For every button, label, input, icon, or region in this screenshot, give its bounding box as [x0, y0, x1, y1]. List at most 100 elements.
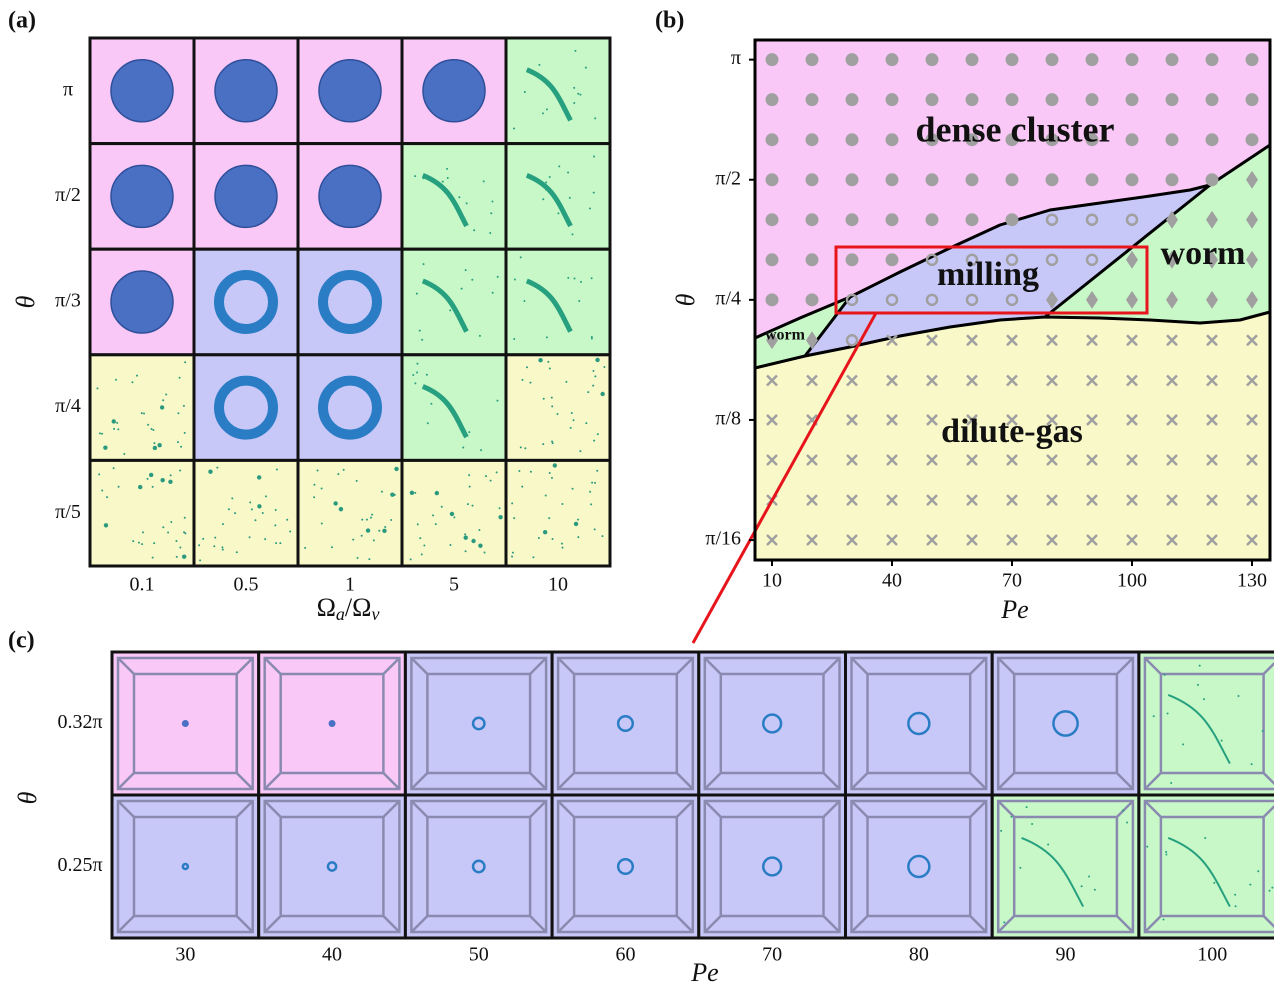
column-label: 0.1 [130, 574, 155, 596]
particle [1165, 853, 1167, 855]
label-part: a [336, 604, 345, 624]
point [846, 253, 859, 266]
particle [394, 467, 398, 471]
particle [216, 467, 218, 469]
point [1166, 133, 1179, 146]
cell-bg [90, 355, 194, 461]
x-tick-label: 100 [1117, 570, 1147, 592]
particle [471, 539, 475, 543]
row-label: π/2 [55, 184, 81, 206]
y-tick-label: π/8 [715, 408, 741, 430]
column-label: 1 [345, 574, 355, 596]
particle [1182, 743, 1184, 745]
particle [118, 486, 120, 488]
particle [478, 544, 482, 548]
point [966, 53, 979, 66]
cell-bg [506, 144, 610, 250]
phase-cell [506, 249, 610, 355]
particle [1000, 830, 1002, 832]
column-label: 70 [762, 944, 782, 966]
particle [1003, 921, 1005, 923]
particle [371, 514, 373, 516]
cluster [319, 60, 381, 122]
particle [467, 503, 469, 505]
particle [414, 175, 416, 177]
point [1086, 93, 1099, 106]
phase-cell [259, 652, 406, 795]
particle [1262, 730, 1264, 732]
phase-cell [402, 38, 506, 144]
phase-cell [298, 144, 402, 250]
point [846, 173, 859, 186]
particle [543, 398, 545, 400]
particle [99, 432, 101, 434]
point [926, 93, 939, 106]
point [1046, 53, 1059, 66]
particle [1221, 740, 1223, 742]
particle [1197, 684, 1199, 686]
particle [321, 488, 323, 490]
point [1126, 133, 1139, 146]
particle [170, 474, 172, 476]
point [766, 53, 779, 66]
panel-label: (b) [655, 8, 684, 34]
particle [304, 547, 306, 549]
particle [317, 469, 319, 471]
phase-cell [259, 795, 406, 938]
particle [331, 546, 333, 548]
particle [524, 447, 526, 449]
phase-cell [405, 795, 552, 938]
phase-cell [402, 249, 506, 355]
point [766, 93, 779, 106]
row-label: 0.32π [57, 711, 102, 733]
particle [499, 507, 501, 509]
row-label: π/5 [55, 501, 81, 523]
particle [179, 546, 181, 548]
particle [579, 450, 581, 452]
phase-cell [699, 795, 846, 938]
particle [532, 556, 534, 558]
point [1126, 173, 1139, 186]
point [1206, 173, 1219, 186]
cluster [111, 60, 173, 122]
particle [183, 405, 185, 407]
cell-bg [506, 249, 610, 355]
phase-cell [112, 652, 259, 795]
particle [165, 393, 167, 395]
phase-cell [90, 38, 194, 144]
particle [594, 375, 596, 377]
particle [1088, 876, 1090, 878]
cluster-dot [182, 720, 189, 727]
cluster [111, 165, 173, 227]
particle [382, 529, 386, 533]
particle [468, 431, 470, 433]
particle [1146, 846, 1148, 848]
particle [176, 556, 178, 558]
x-tick-label: 40 [882, 570, 902, 592]
particle [410, 558, 412, 560]
figure: dense cluster milling worm worm dilute-g… [0, 0, 1274, 988]
region-label: dense cluster [916, 109, 1115, 149]
phase-cell [846, 652, 993, 795]
particle [521, 379, 523, 381]
cell-bg [194, 249, 298, 355]
particle [410, 491, 414, 495]
particle [184, 532, 186, 534]
particle [101, 433, 103, 435]
particle [593, 440, 595, 442]
cluster [319, 165, 381, 227]
particle [472, 505, 474, 507]
point [806, 173, 819, 186]
phase-cell [699, 652, 846, 795]
particle [590, 503, 592, 505]
particle [138, 485, 142, 489]
point [966, 93, 979, 106]
y-tick-label: π/2 [715, 167, 741, 189]
x-axis-label: Ωa/Ωv [317, 593, 380, 624]
particle [435, 523, 437, 525]
column-label: 10 [548, 574, 568, 596]
cluster [215, 165, 277, 227]
y-tick-label: π [731, 47, 741, 69]
point [846, 213, 859, 226]
particle [473, 229, 475, 231]
